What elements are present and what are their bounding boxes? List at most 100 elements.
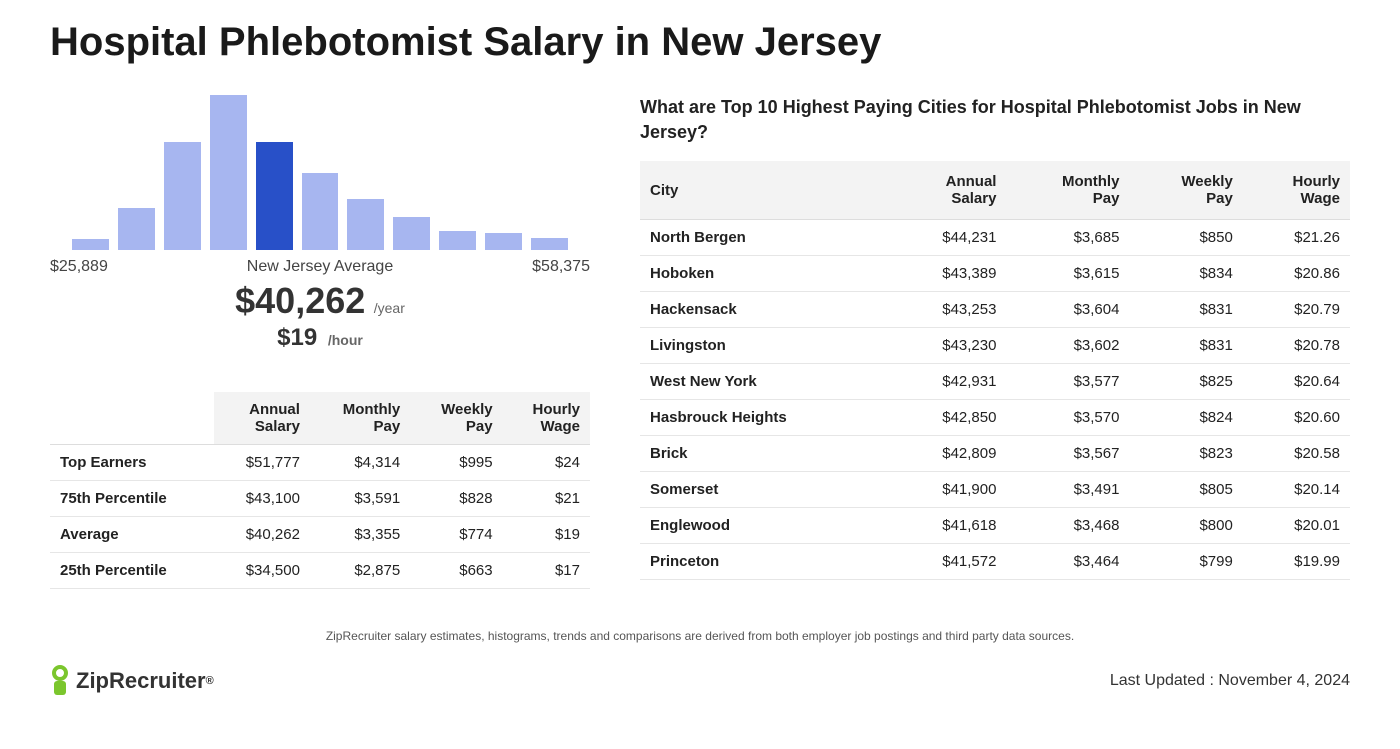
table-row: Hackensack$43,253$3,604$831$20.79: [640, 292, 1350, 328]
table-cell: $20.79: [1243, 292, 1350, 328]
table-cell: North Bergen: [640, 220, 889, 256]
table-cell: 25th Percentile: [50, 553, 214, 589]
table-row: West New York$42,931$3,577$825$20.64: [640, 364, 1350, 400]
avg-hourly-unit: /hour: [328, 332, 363, 348]
table-cell: $3,570: [1006, 400, 1129, 436]
table-cell: $20.58: [1243, 436, 1350, 472]
table-row: Livingston$43,230$3,602$831$20.78: [640, 328, 1350, 364]
table-cell: $20.78: [1243, 328, 1350, 364]
table-cell: Brick: [640, 436, 889, 472]
table-cell: $19.99: [1243, 544, 1350, 580]
table-row: Top Earners$51,777$4,314$995$24: [50, 445, 590, 481]
table-cell: $3,468: [1006, 508, 1129, 544]
histogram-bar: [164, 142, 201, 251]
footnote: ZipRecruiter salary estimates, histogram…: [50, 629, 1350, 643]
table-cell: $4,314: [310, 445, 410, 481]
histogram-bar: [485, 233, 522, 250]
table-cell: Princeton: [640, 544, 889, 580]
table-cell: $834: [1129, 256, 1242, 292]
table-header: MonthlyPay: [1006, 161, 1129, 220]
table-cell: $800: [1129, 508, 1242, 544]
salary-histogram: [50, 95, 590, 250]
table-cell: $824: [1129, 400, 1242, 436]
histogram-bar: [72, 239, 109, 250]
table-cell: $42,931: [889, 364, 1007, 400]
page-title: Hospital Phlebotomist Salary in New Jers…: [50, 20, 1350, 65]
table-cell: West New York: [640, 364, 889, 400]
table-cell: $3,491: [1006, 472, 1129, 508]
logo: ZipRecruiter®: [50, 665, 214, 697]
table-row: Brick$42,809$3,567$823$20.58: [640, 436, 1350, 472]
histogram-bar: [347, 199, 384, 250]
table-header: HourlyWage: [1243, 161, 1350, 220]
table-cell: $20.64: [1243, 364, 1350, 400]
table-cell: $3,602: [1006, 328, 1129, 364]
table-cell: $21: [503, 481, 590, 517]
table-cell: $20.14: [1243, 472, 1350, 508]
histogram-axis: $25,889 New Jersey Average $58,375: [50, 250, 590, 276]
table-header: MonthlyPay: [310, 392, 410, 445]
table-header: WeeklyPay: [410, 392, 502, 445]
cities-table: CityAnnualSalaryMonthlyPayWeeklyPayHourl…: [640, 161, 1350, 580]
table-cell: $3,464: [1006, 544, 1129, 580]
table-header: City: [640, 161, 889, 220]
histogram-bar: [256, 142, 293, 251]
histogram-bar: [302, 173, 339, 251]
table-cell: Somerset: [640, 472, 889, 508]
table-cell: Top Earners: [50, 445, 214, 481]
table-cell: Average: [50, 517, 214, 553]
table-cell: $3,591: [310, 481, 410, 517]
table-header: AnnualSalary: [889, 161, 1007, 220]
logo-text: ZipRecruiter: [76, 668, 206, 694]
table-cell: $51,777: [214, 445, 310, 481]
table-cell: $831: [1129, 292, 1242, 328]
table-row: Hasbrouck Heights$42,850$3,570$824$20.60: [640, 400, 1350, 436]
table-cell: $3,567: [1006, 436, 1129, 472]
table-cell: $43,253: [889, 292, 1007, 328]
axis-min: $25,889: [50, 258, 108, 276]
histogram-bar: [118, 208, 155, 250]
last-updated: Last Updated : November 4, 2024: [1110, 672, 1350, 690]
table-cell: Livingston: [640, 328, 889, 364]
table-cell: $20.01: [1243, 508, 1350, 544]
table-cell: $43,100: [214, 481, 310, 517]
table-cell: $3,615: [1006, 256, 1129, 292]
histogram-bar: [210, 95, 247, 250]
table-cell: $995: [410, 445, 502, 481]
axis-max: $58,375: [532, 258, 590, 276]
table-cell: $21.26: [1243, 220, 1350, 256]
table-cell: $43,230: [889, 328, 1007, 364]
table-cell: $41,572: [889, 544, 1007, 580]
avg-hourly: $19: [277, 324, 317, 351]
avg-annual-unit: /year: [374, 300, 405, 316]
table-header: [50, 392, 214, 445]
table-row: Princeton$41,572$3,464$799$19.99: [640, 544, 1350, 580]
table-cell: $831: [1129, 328, 1242, 364]
histogram-bar: [531, 238, 568, 250]
table-cell: $3,685: [1006, 220, 1129, 256]
histogram-bar: [439, 231, 476, 250]
table-cell: $17: [503, 553, 590, 589]
table-cell: Hoboken: [640, 256, 889, 292]
table-cell: $42,850: [889, 400, 1007, 436]
table-cell: $3,355: [310, 517, 410, 553]
table-cell: $44,231: [889, 220, 1007, 256]
table-cell: $3,604: [1006, 292, 1129, 328]
table-row: Somerset$41,900$3,491$805$20.14: [640, 472, 1350, 508]
table-row: Englewood$41,618$3,468$800$20.01: [640, 508, 1350, 544]
table-cell: $823: [1129, 436, 1242, 472]
table-cell: $41,618: [889, 508, 1007, 544]
table-cell: $24: [503, 445, 590, 481]
avg-annual: $40,262: [235, 280, 365, 321]
table-header: WeeklyPay: [1129, 161, 1242, 220]
table-cell: $825: [1129, 364, 1242, 400]
table-row: Hoboken$43,389$3,615$834$20.86: [640, 256, 1350, 292]
table-cell: Hasbrouck Heights: [640, 400, 889, 436]
cities-heading: What are Top 10 Highest Paying Cities fo…: [640, 95, 1350, 145]
axis-mid: New Jersey Average: [247, 258, 393, 276]
table-cell: $799: [1129, 544, 1242, 580]
table-row: 25th Percentile$34,500$2,875$663$17: [50, 553, 590, 589]
table-cell: $43,389: [889, 256, 1007, 292]
table-cell: $805: [1129, 472, 1242, 508]
table-cell: $19: [503, 517, 590, 553]
